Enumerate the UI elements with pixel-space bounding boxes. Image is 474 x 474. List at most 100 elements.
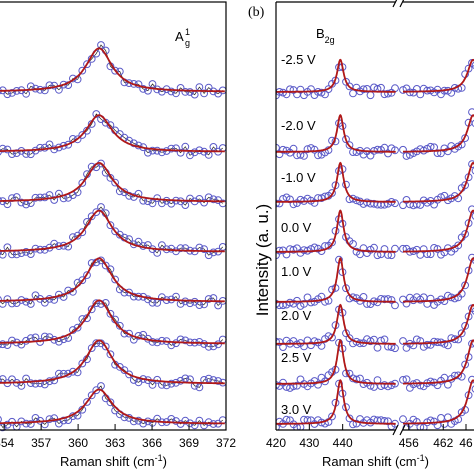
panel-b-data-point bbox=[366, 151, 375, 160]
panel-a-data-point bbox=[92, 208, 101, 217]
panel-b-data-point bbox=[345, 141, 354, 150]
panel-a-data-point bbox=[59, 293, 68, 301]
panel-a-peak-sub: g bbox=[185, 38, 190, 48]
panel-a-frame bbox=[0, 1, 227, 431]
panel-a-data-point bbox=[148, 298, 157, 307]
panel-a-data-point bbox=[200, 198, 209, 207]
panel-b-data-point bbox=[426, 294, 435, 303]
panel-a-data-point bbox=[73, 323, 82, 332]
panel-a-data-point bbox=[22, 200, 31, 209]
panel-a-data-point bbox=[0, 248, 2, 256]
panel-b-data-point bbox=[307, 298, 315, 307]
panel-b-data-point bbox=[416, 381, 425, 390]
panel-a-data-point bbox=[176, 376, 185, 385]
panel-b-data-point bbox=[416, 337, 425, 345]
panel-b-fit-curve bbox=[276, 379, 396, 425]
panel-b-fit-curve bbox=[403, 257, 474, 303]
panel-b-data-point bbox=[399, 415, 407, 424]
panel-b-tick-label: 462 bbox=[433, 436, 453, 450]
panel-a-data-point bbox=[40, 193, 49, 202]
panel-a-data-point bbox=[125, 288, 134, 297]
panel-b-data-point bbox=[289, 245, 298, 254]
panel-b: (b) Intensity (a. u.) 420 430 440 456 462 46 … bbox=[248, 0, 474, 469]
panel-b-trace bbox=[276, 253, 474, 310]
panel-b-data-point bbox=[366, 337, 375, 346]
panel-b-data-point bbox=[461, 360, 470, 369]
panel-a-data-point bbox=[83, 60, 91, 69]
panel-b-fit-curve bbox=[403, 58, 474, 93]
panel-a-data-point bbox=[176, 244, 185, 253]
panel-a-data-point bbox=[153, 146, 162, 155]
panel-a-data-point bbox=[115, 321, 124, 330]
panel-a-data-point bbox=[218, 416, 227, 425]
panel-a-data-point bbox=[87, 305, 96, 314]
panel-a-peak-label: A bbox=[175, 29, 184, 44]
panel-b-tick-label: 46 bbox=[459, 436, 473, 450]
panel-a-data-point bbox=[190, 148, 199, 157]
panel-a-data-point bbox=[3, 295, 12, 304]
panel-a-data-point bbox=[218, 144, 227, 152]
panel-b-data-point bbox=[471, 307, 474, 315]
panel-a-data-point bbox=[50, 196, 59, 204]
panel-a-data-point bbox=[153, 338, 162, 347]
panel-a-trace bbox=[0, 339, 227, 392]
voltage-label: 0.0 V bbox=[281, 220, 312, 235]
panel-b-tick-label: 456 bbox=[399, 436, 419, 450]
panel-a-data-point bbox=[101, 342, 110, 351]
panel-a-trace bbox=[0, 203, 227, 260]
panel-a-data-point bbox=[0, 340, 7, 349]
panel-a-data-point bbox=[31, 193, 40, 202]
panel-a-data-point bbox=[148, 381, 157, 389]
panel-b-x-axis-label: Raman shift (cm-1) bbox=[322, 453, 429, 469]
panel-a-data-point bbox=[129, 292, 138, 301]
panel-b-data-point bbox=[440, 340, 449, 348]
panel-a: 354 357 360 363 366 369 372 A 1 g Raman shift … bbox=[0, 1, 236, 469]
panel-b-data-point bbox=[402, 299, 411, 308]
panel-a-data-point bbox=[204, 374, 213, 383]
panel-b-fit-curve bbox=[403, 339, 474, 385]
panel-a-data-point bbox=[214, 340, 223, 349]
panel-a-data-point bbox=[8, 89, 16, 97]
panel-b-data-point bbox=[307, 85, 315, 93]
panel-b-data-point bbox=[419, 423, 428, 430]
panel-a-tick-label: 360 bbox=[68, 436, 88, 450]
panel-a-data-point bbox=[83, 398, 91, 406]
panel-a-data-point bbox=[17, 340, 26, 349]
panel-b-data-point bbox=[352, 148, 361, 157]
panel-a-data-point bbox=[167, 244, 176, 253]
panel-b-data-point bbox=[471, 61, 474, 69]
panel-a-data-point bbox=[3, 145, 12, 154]
panel-b-data-point bbox=[384, 89, 392, 98]
panel-b-series bbox=[276, 58, 474, 430]
panel-a-data-point bbox=[200, 245, 209, 254]
panel-b-data-point bbox=[457, 329, 466, 338]
panel-b-data-point bbox=[328, 412, 336, 421]
panel-b-tick-label: 420 bbox=[266, 436, 286, 450]
panel-a-data-point bbox=[106, 350, 115, 359]
panel-a-data-point bbox=[50, 145, 59, 154]
voltage-label: -2.0 V bbox=[281, 118, 316, 133]
panel-a-data-point bbox=[0, 416, 2, 423]
voltage-label: 2.0 V bbox=[281, 308, 312, 323]
panel-a-data-point bbox=[218, 335, 227, 344]
panel-b-data-point bbox=[471, 212, 474, 220]
panel-b-data-point bbox=[471, 119, 474, 127]
panel-b-data-point bbox=[342, 135, 350, 144]
panel-b-data-point bbox=[454, 241, 463, 250]
panel-a-data-point bbox=[26, 379, 35, 388]
panel-a-data-point bbox=[83, 271, 91, 280]
panel-b-data-point bbox=[450, 335, 459, 344]
panel-b-data-point bbox=[409, 341, 418, 350]
panel-b-data-point bbox=[321, 419, 329, 428]
panel-a-data-point bbox=[22, 297, 31, 306]
panel-a-data-point bbox=[22, 419, 31, 428]
panel-a-data-line bbox=[0, 162, 224, 206]
panel-a-series bbox=[0, 41, 227, 432]
panel-b-peak-label: B2g bbox=[316, 26, 335, 45]
panel-b-data-point bbox=[345, 414, 354, 423]
panel-b-trace bbox=[276, 205, 474, 260]
panel-a-data-point bbox=[36, 193, 44, 202]
panel-a-data-point bbox=[106, 309, 115, 318]
panel-b-axis-break-mark bbox=[392, 0, 398, 8]
